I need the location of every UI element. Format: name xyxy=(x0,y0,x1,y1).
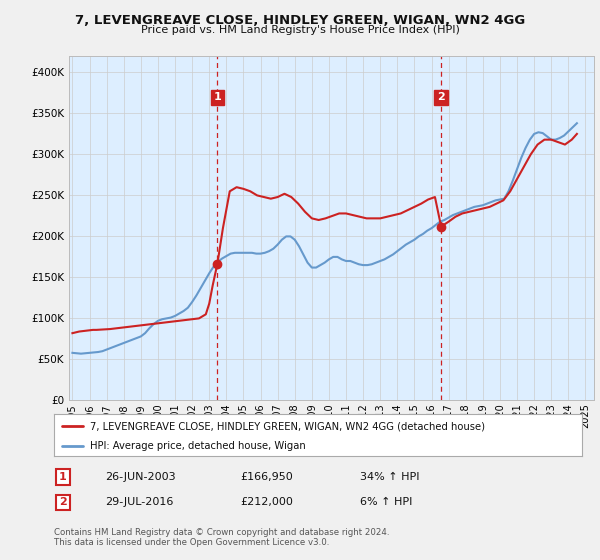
Text: Contains HM Land Registry data © Crown copyright and database right 2024.
This d: Contains HM Land Registry data © Crown c… xyxy=(54,528,389,547)
Text: 34% ↑ HPI: 34% ↑ HPI xyxy=(360,472,419,482)
Text: Price paid vs. HM Land Registry's House Price Index (HPI): Price paid vs. HM Land Registry's House … xyxy=(140,25,460,35)
Text: £166,950: £166,950 xyxy=(240,472,293,482)
Text: 26-JUN-2003: 26-JUN-2003 xyxy=(105,472,176,482)
Text: 6% ↑ HPI: 6% ↑ HPI xyxy=(360,497,412,507)
Text: 29-JUL-2016: 29-JUL-2016 xyxy=(105,497,173,507)
Text: 2: 2 xyxy=(59,497,67,507)
Text: 1: 1 xyxy=(214,92,221,102)
Text: 7, LEVENGREAVE CLOSE, HINDLEY GREEN, WIGAN, WN2 4GG: 7, LEVENGREAVE CLOSE, HINDLEY GREEN, WIG… xyxy=(75,14,525,27)
Text: £212,000: £212,000 xyxy=(240,497,293,507)
Text: 1: 1 xyxy=(59,472,67,482)
Text: 2: 2 xyxy=(437,92,445,102)
Text: HPI: Average price, detached house, Wigan: HPI: Average price, detached house, Wiga… xyxy=(90,441,305,451)
Text: 7, LEVENGREAVE CLOSE, HINDLEY GREEN, WIGAN, WN2 4GG (detached house): 7, LEVENGREAVE CLOSE, HINDLEY GREEN, WIG… xyxy=(90,421,485,431)
